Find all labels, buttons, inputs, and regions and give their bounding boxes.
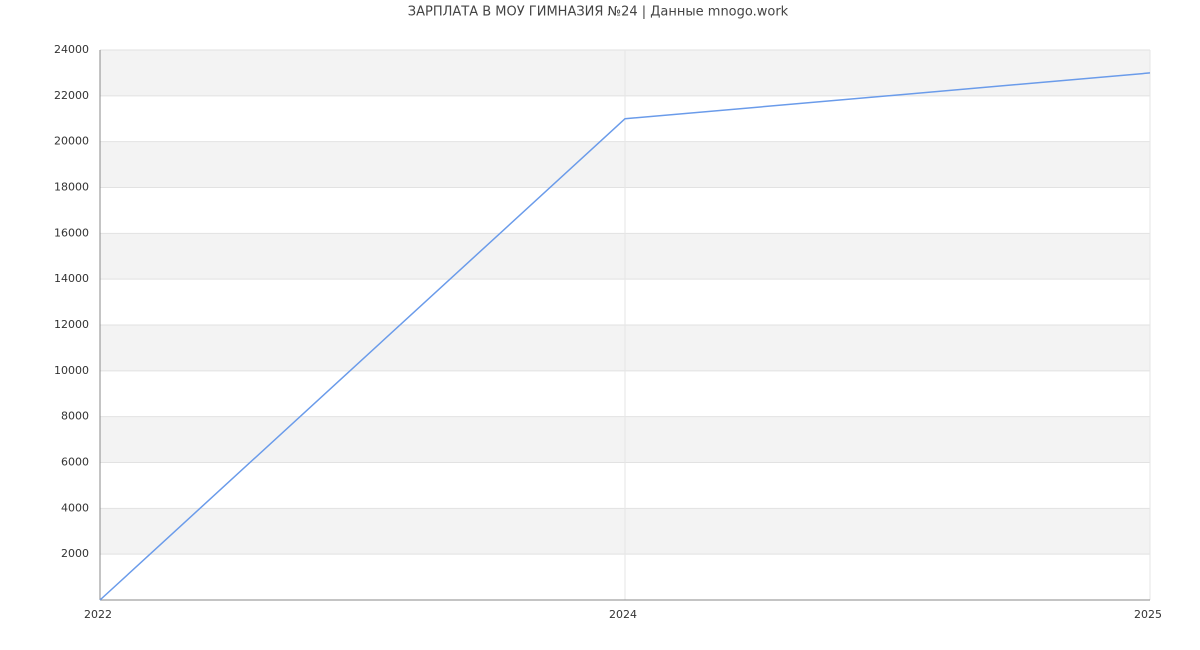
line bbox=[99, 72, 1151, 601]
y-tick-label: 14000 bbox=[54, 272, 89, 285]
x-tick-label: 2025 bbox=[1134, 608, 1162, 621]
y-tick-label: 2000 bbox=[61, 547, 89, 560]
y-tick-label: 4000 bbox=[61, 501, 89, 514]
y-tick-label: 12000 bbox=[54, 318, 89, 331]
y-tick-label: 18000 bbox=[54, 181, 89, 194]
y-tick-label: 16000 bbox=[54, 226, 89, 239]
y-tick-label: 20000 bbox=[54, 135, 89, 148]
x-tick-label: 2024 bbox=[609, 608, 637, 621]
chart-title: ЗАРПЛАТА В МОУ ГИМНАЗИЯ №24 | Данные mno… bbox=[408, 5, 789, 20]
y-tick-label: 8000 bbox=[61, 410, 89, 423]
y-tick-label: 24000 bbox=[54, 43, 89, 56]
x-tick-label: 2022 bbox=[84, 608, 112, 621]
y-tick-label: 6000 bbox=[61, 456, 89, 469]
y-tick-label: 22000 bbox=[54, 89, 89, 102]
y-tick-label: 10000 bbox=[54, 364, 89, 377]
